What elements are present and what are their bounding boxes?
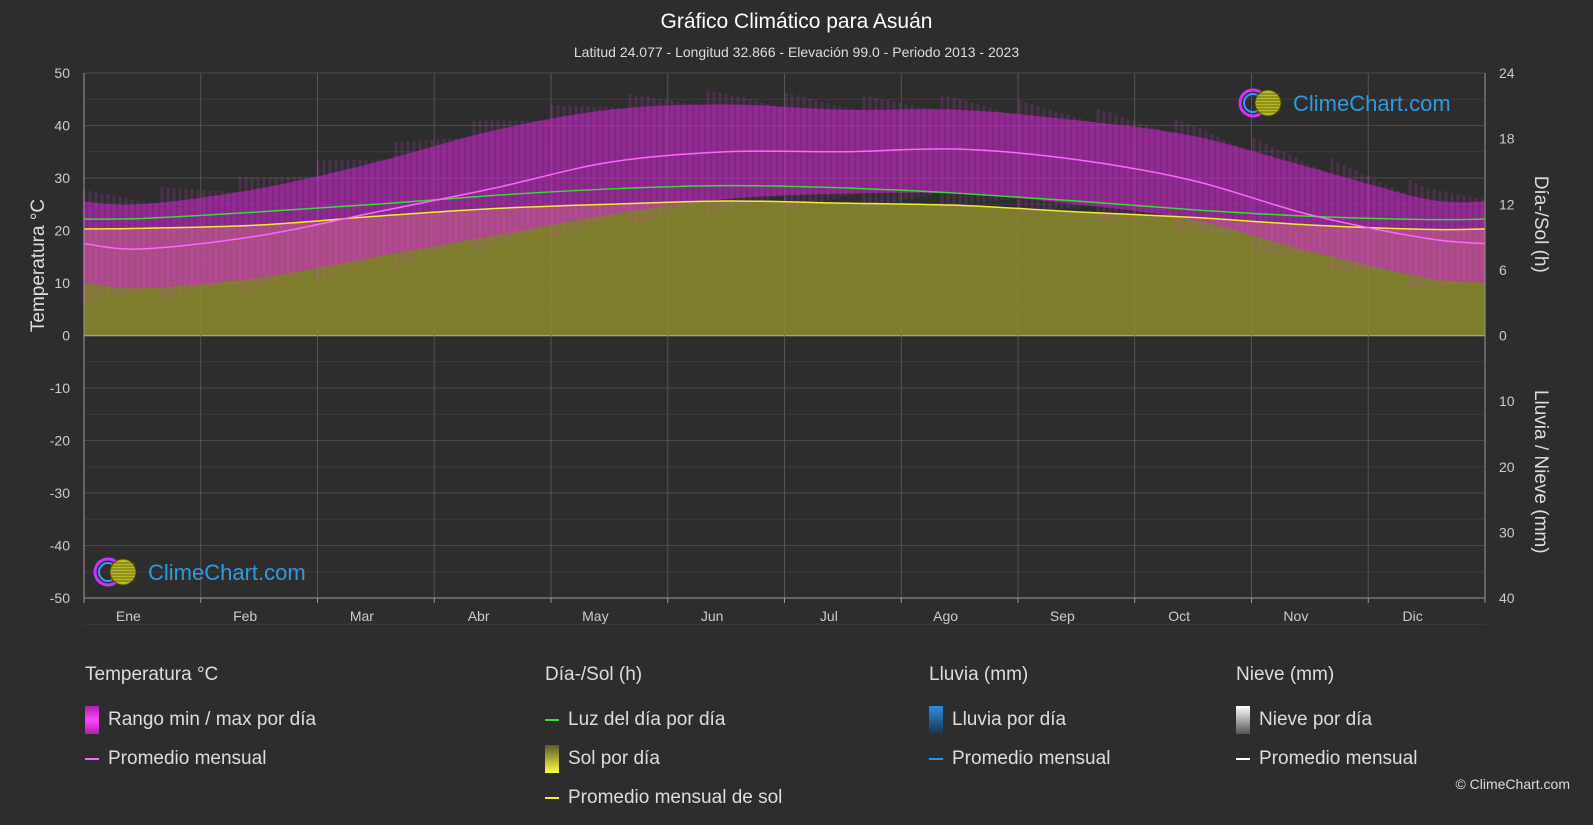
legend-item-temp-range: Rango min / max por día <box>85 700 316 739</box>
legend-temperature-heading: Temperatura °C <box>85 664 219 685</box>
logo-text: ClimeChart.com <box>1293 91 1451 116</box>
month-tick-label: Sep <box>1050 608 1075 624</box>
snow-swatch <box>1236 705 1250 734</box>
temp-range-swatch <box>85 705 99 734</box>
month-tick-label: Feb <box>233 608 257 624</box>
copyright-text: © ClimeChart.com <box>1455 776 1570 792</box>
month-tick-label: Ago <box>933 608 958 624</box>
legend-label-sunshine-avg: Promedio mensual de sol <box>568 786 783 808</box>
sunshine-avg-line <box>83 200 1486 231</box>
left-tick-label: 20 <box>54 223 70 239</box>
legend-item-rain-avg: Promedio mensual <box>929 739 1110 778</box>
left-tick-label: -30 <box>50 485 70 501</box>
sunshine-swatch <box>545 744 559 773</box>
temp-avg-line <box>83 148 1486 250</box>
chart-subtitle: Latitud 24.077 - Longitud 32.866 - Eleva… <box>573 44 1020 60</box>
logo-text: ClimeChart.com <box>148 560 306 585</box>
series-lines <box>83 148 1486 250</box>
month-tick-label: Jun <box>701 608 724 624</box>
legend-item-rain: Lluvia por día <box>929 700 1110 739</box>
legend-rain: Lluvia (mm) Lluvia por día Promedio mens… <box>929 664 1110 778</box>
month-tick-label: Abr <box>468 608 490 624</box>
right-top-tick-label: 6 <box>1499 262 1507 278</box>
daylight-swatch <box>545 718 559 721</box>
legend-temperature: Temperatura °C Rango min / max por día P… <box>85 664 316 778</box>
temp-avg-swatch <box>85 757 99 760</box>
watermark-bottom: ClimeChart.com <box>93 557 306 587</box>
left-tick-label: 30 <box>54 170 70 186</box>
left-axis-title: Temperatura °C <box>28 199 49 332</box>
left-tick-label: -40 <box>50 538 70 554</box>
legend-label-snow-avg: Promedio mensual <box>1259 747 1418 769</box>
legend-item-snow: Nieve por día <box>1236 700 1417 739</box>
right-top-tick-label: 12 <box>1499 196 1515 212</box>
daylight-line <box>83 184 1486 221</box>
legend-rain-heading: Lluvia (mm) <box>929 664 1029 685</box>
axes: 50 40 30 20 10 0 -10 -20 -30 -40 -50 24 18 12 6 0 10 20 30… <box>28 65 1551 624</box>
snow-avg-swatch <box>1236 757 1250 760</box>
right-bottom-tick-label: 30 <box>1499 524 1515 540</box>
legend-item-sunshine: Sol por día <box>545 739 782 778</box>
rain-swatch <box>929 705 943 734</box>
sunshine-avg-swatch <box>545 796 559 799</box>
left-tick-label: 10 <box>54 275 70 291</box>
month-tick-label: Jul <box>820 608 838 624</box>
legend-item-snow-avg: Promedio mensual <box>1236 739 1417 778</box>
left-tick-label: 40 <box>54 118 70 134</box>
legend-label-temp-range: Rango min / max por día <box>108 708 317 730</box>
month-tick-label: Mar <box>350 608 374 624</box>
right-top-tick-label: 18 <box>1499 131 1515 147</box>
temp-range-fill <box>84 104 1485 289</box>
month-tick-label: Nov <box>1283 608 1308 624</box>
legend-label-rain: Lluvia por día <box>952 708 1067 730</box>
right-bottom-axis-title: Lluvia / Nieve (mm) <box>1530 390 1551 554</box>
left-tick-label: 0 <box>62 328 70 344</box>
watermark-top: ClimeChart.com <box>1238 88 1451 118</box>
right-top-tick-label: 24 <box>1499 65 1515 81</box>
month-tick-label: May <box>582 608 608 624</box>
legend-snow: Nieve (mm) Nieve por día Promedio mensua… <box>1236 664 1417 778</box>
legend-label-sunshine: Sol por día <box>568 747 660 769</box>
legend-item-sunshine-avg: Promedio mensual de sol <box>545 778 782 817</box>
legend-label-snow: Nieve por día <box>1259 708 1373 730</box>
right-top-tick-label: 0 <box>1499 328 1507 344</box>
chart-title: Gráfico Climático para Asuán <box>660 10 933 33</box>
legend-label-daylight: Luz del día por día <box>568 708 726 730</box>
legend-label-rain-avg: Promedio mensual <box>952 747 1111 769</box>
month-tick-label: Oct <box>1168 608 1190 624</box>
legend-label-temp-avg: Promedio mensual <box>108 747 267 769</box>
left-tick-label: -10 <box>50 380 70 396</box>
rain-avg-swatch <box>929 757 943 760</box>
legend-item-temp-avg: Promedio mensual <box>85 739 316 778</box>
legend-snow-heading: Nieve (mm) <box>1236 664 1335 685</box>
right-bottom-tick-label: 40 <box>1499 590 1515 606</box>
left-tick-label: -50 <box>50 590 70 606</box>
left-tick-label: 50 <box>54 65 70 81</box>
right-bottom-tick-label: 10 <box>1499 393 1515 409</box>
right-bottom-tick-label: 20 <box>1499 459 1515 475</box>
left-tick-label: -20 <box>50 433 70 449</box>
legend-daylight-heading: Día-/Sol (h) <box>545 664 643 685</box>
legend-item-daylight: Luz del día por día <box>545 700 782 739</box>
legend-daylight: Día-/Sol (h) Luz del día por día Sol por… <box>545 664 782 817</box>
month-tick-label: Dic <box>1403 608 1423 624</box>
month-tick-label: Ene <box>116 608 141 624</box>
right-top-axis-title: Día-/Sol (h) <box>1530 176 1551 273</box>
